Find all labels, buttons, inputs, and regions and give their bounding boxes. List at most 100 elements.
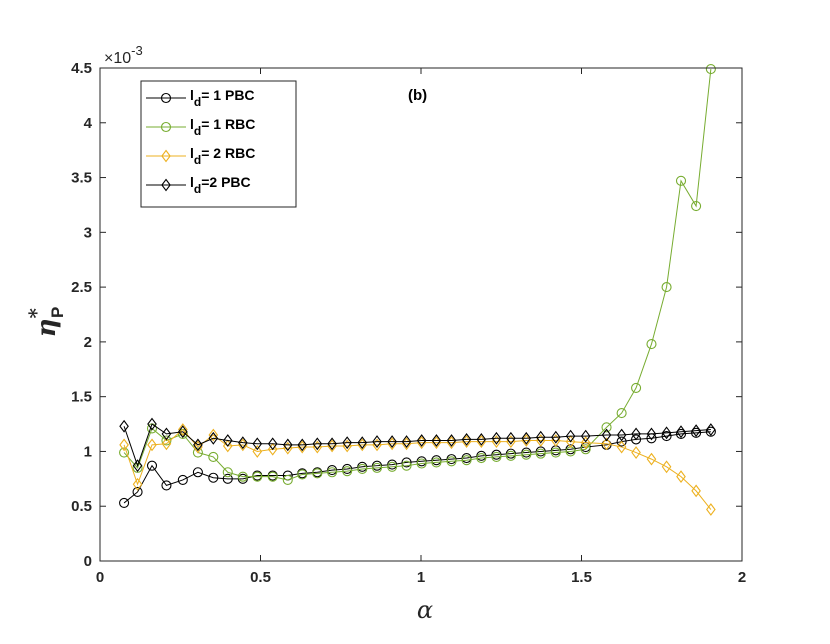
data-point — [691, 200, 702, 212]
data-point — [601, 437, 612, 451]
data-point — [327, 437, 337, 451]
legend-entry: ld=2 PBC — [146, 174, 251, 196]
tick-labels: 0 0.5 1 1.5 2 0 0.5 1 1.5 2 2.5 3 3.5 4 4.5 — [71, 60, 746, 586]
data-point — [535, 430, 546, 444]
data-point — [119, 447, 130, 458]
series-1 — [119, 64, 716, 485]
data-point — [146, 460, 158, 471]
y-tick-label: 1.5 — [71, 389, 92, 406]
data-point — [551, 430, 561, 444]
data-point — [342, 466, 353, 477]
x-tick-label: 1 — [417, 569, 425, 586]
data-point — [631, 382, 642, 393]
data-point — [646, 452, 657, 466]
data-point — [357, 463, 368, 475]
data-point — [416, 434, 427, 447]
data-point — [675, 175, 687, 186]
data-point — [491, 431, 502, 445]
data-point — [132, 486, 143, 498]
data-point — [161, 437, 172, 451]
series-3 — [119, 417, 716, 473]
svg-text:η*P: η*P — [24, 307, 67, 338]
legend: ld= 1 PBC ld= 1 RBC ld= 2 RBC ld=2 PBC — [140, 80, 297, 208]
data-point — [297, 469, 308, 480]
data-point — [461, 432, 472, 446]
data-point — [178, 425, 188, 439]
data-point — [476, 432, 487, 446]
data-point — [580, 444, 591, 455]
data-point — [282, 438, 293, 452]
data-point — [208, 451, 219, 462]
data-point — [601, 428, 612, 442]
legend-entry: ld= 2 RBC — [146, 145, 255, 167]
legend-label: ld=2 PBC — [190, 174, 251, 196]
data-point — [691, 424, 701, 438]
data-point — [646, 339, 657, 350]
data-point — [661, 431, 672, 442]
data-point — [147, 417, 157, 431]
data-point — [327, 467, 338, 478]
data-point — [192, 467, 203, 478]
y-tick-label: 4 — [84, 115, 93, 132]
data-point — [661, 282, 672, 293]
data-point — [616, 428, 627, 442]
data-point — [691, 427, 702, 438]
x-tick-label: 0 — [96, 569, 104, 586]
series-line — [123, 423, 711, 468]
data-point — [193, 438, 203, 452]
series-line — [123, 431, 711, 504]
axes — [99, 67, 743, 562]
data-point — [431, 434, 442, 447]
data-point — [416, 458, 427, 469]
y-axis-label: η*P — [24, 307, 67, 338]
data-point — [521, 449, 532, 460]
data-point — [267, 442, 278, 456]
data-point — [119, 419, 129, 433]
data-point — [297, 438, 308, 452]
data-point — [661, 426, 672, 440]
data-point — [646, 427, 657, 441]
data-point — [676, 470, 686, 484]
y-axis-label-sup: * — [24, 307, 48, 318]
data-point — [401, 435, 412, 449]
data-point — [178, 423, 188, 436]
series-line — [123, 69, 712, 481]
data-point — [661, 460, 672, 474]
data-point — [208, 472, 219, 483]
data-point — [161, 480, 172, 491]
data-point — [616, 440, 627, 454]
data-point — [237, 471, 248, 482]
data-point — [675, 428, 687, 439]
data-point — [193, 440, 203, 454]
data-point — [446, 434, 457, 447]
x-axis-label: α — [417, 596, 433, 624]
data-point — [550, 447, 561, 458]
data-point — [565, 429, 576, 443]
data-point — [252, 471, 263, 482]
exponent-label: ×10-3 — [104, 43, 143, 67]
legend-marker — [161, 149, 171, 163]
data-point — [222, 467, 233, 478]
y-tick-label: 3.5 — [71, 170, 92, 187]
data-point — [705, 64, 716, 75]
data-point — [252, 445, 263, 458]
data-point — [342, 436, 352, 450]
y-tick-label: 1 — [84, 443, 92, 460]
data-point — [691, 484, 701, 498]
data-point — [312, 468, 323, 479]
data-point — [387, 435, 397, 449]
data-point — [372, 435, 382, 449]
data-point — [491, 451, 502, 462]
x-tick-label: 1.5 — [571, 569, 592, 586]
data-point — [238, 436, 248, 450]
panel-annotation: (b) — [408, 87, 427, 104]
x-tick-label: 0.5 — [250, 569, 271, 586]
data-point — [132, 462, 143, 473]
data-point — [631, 427, 641, 441]
y-tick-label: 0.5 — [71, 498, 92, 515]
data-point — [222, 473, 233, 484]
data-point — [132, 459, 143, 473]
legend-marker — [161, 178, 171, 192]
data-point — [132, 477, 143, 491]
x-tick-label: 2 — [738, 569, 746, 586]
